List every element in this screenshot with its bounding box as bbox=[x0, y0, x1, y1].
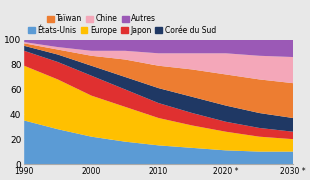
Legend: Taïwan, Chine, Autres: Taïwan, Chine, Autres bbox=[47, 14, 156, 23]
